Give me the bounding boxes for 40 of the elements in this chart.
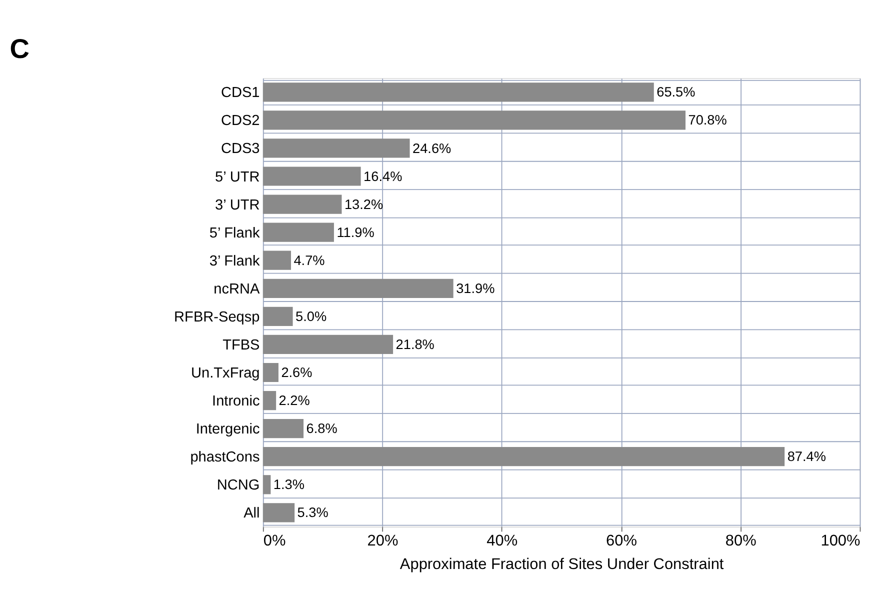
x-tick-label: 100% xyxy=(820,532,860,550)
data-label: 1.3% xyxy=(273,477,304,492)
data-label: 2.6% xyxy=(281,365,312,380)
data-label: 4.7% xyxy=(294,252,325,268)
y-tick-label: phastCons xyxy=(190,450,260,466)
y-tick-label: All xyxy=(244,506,260,522)
data-label: 5.0% xyxy=(296,308,327,324)
data-label: 2.2% xyxy=(278,393,310,408)
y-tick-label: NCNG xyxy=(216,478,260,494)
data-label: 24.6% xyxy=(412,140,452,156)
data-label: 31.9% xyxy=(456,280,495,296)
y-tick-label: 3’ UTR xyxy=(215,197,260,214)
y-tick-label: TFBS xyxy=(222,337,260,354)
data-label: 65.5% xyxy=(656,84,696,100)
x-axis-title: Approximate Fraction of Sites Under Constraint xyxy=(400,556,724,573)
y-tick-label: 3’ Flank xyxy=(209,253,260,270)
data-label: 6.8% xyxy=(306,421,338,436)
y-tick-label: Intergenic xyxy=(196,422,260,438)
y-tick-label: ncRNA xyxy=(214,281,260,298)
text: C xyxy=(10,33,30,64)
data-label: 13.2% xyxy=(344,196,384,212)
data-label: 11.9% xyxy=(336,224,374,240)
y-tick-label: RFBR-Seqsp xyxy=(174,309,260,326)
y-tick-label: 5’ Flank xyxy=(209,225,260,242)
data-label: 16.4% xyxy=(364,168,402,184)
data-label: 5.3% xyxy=(297,505,328,520)
x-tick-label: 80% xyxy=(725,532,757,550)
y-tick-label: 5’ UTR xyxy=(215,169,260,186)
data-label: 87.4% xyxy=(787,449,826,464)
data-label: 21.8% xyxy=(396,337,434,352)
x-tick-label: 60% xyxy=(606,532,638,550)
y-tick-label: CDS3 xyxy=(220,141,260,158)
x-tick-label: 20% xyxy=(367,532,398,550)
y-tick-label: Intronic xyxy=(212,394,260,410)
y-tick-label: CDS1 xyxy=(220,85,260,102)
x-tick-label: 0% xyxy=(263,532,286,550)
y-tick-label: Un.TxFrag xyxy=(191,366,260,382)
x-tick-label: 40% xyxy=(486,532,518,550)
y-tick-label: CDS2 xyxy=(220,113,260,130)
data-label: 70.8% xyxy=(688,112,727,128)
